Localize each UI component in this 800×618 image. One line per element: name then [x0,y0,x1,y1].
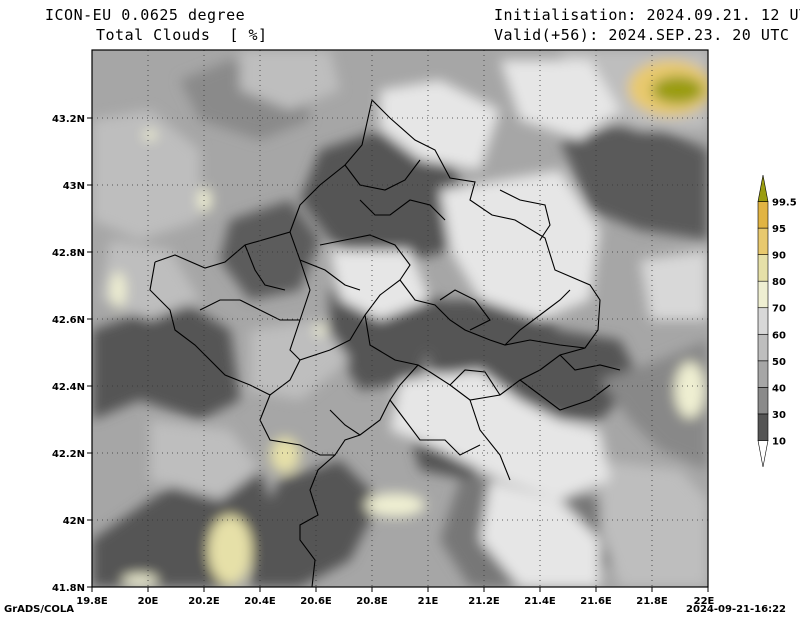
footer-right: 2024-09-21-16:22 [686,604,786,615]
y-tick-label: 42N [63,516,85,527]
y-tick-label: 42.2N [52,449,85,460]
field-title: Total Clouds [ %] [96,26,268,44]
colorbar-label: 10 [772,436,786,447]
x-tick-label: 19.8E [76,596,108,607]
colorbar-swatch [757,360,769,388]
colorbar-swatch [757,227,769,255]
colorbar-label: 99.5 [772,198,797,209]
x-tick-label: 21.8E [636,596,668,607]
colorbar-label: 80 [772,277,786,288]
x-tick-label: 20.6E [300,596,332,607]
y-tick-label: 42.6N [52,315,85,326]
x-tick-label: 21.6E [580,596,612,607]
x-tick-label: 20E [138,596,159,607]
colorbar-label: 50 [772,357,786,368]
tick-marks [87,117,709,592]
y-tick-label: 43N [63,181,85,192]
colorbar-swatch [757,280,769,309]
y-tick-label: 41.8N [52,583,85,594]
x-tick-label: 20.4E [244,596,276,607]
x-tick-label: 21.4E [524,596,556,607]
country-borders [149,98,621,587]
x-tick-label: 20.8E [356,596,388,607]
y-tick-label: 42.4N [52,382,85,393]
model-title: ICON-EU 0.0625 degree [45,6,246,24]
cloud-field [92,50,708,587]
colorbar: 10 30 40 50 60 70 80 90 95 99.5 [757,174,797,468]
colorbar-swatch [757,440,769,468]
colorbar-swatch [757,201,769,229]
colorbar-label: 60 [772,330,786,341]
colorbar-label: 40 [772,383,786,394]
colorbar-swatch [757,254,769,282]
colorbar-swatch [757,174,769,202]
colorbar-label: 30 [772,410,786,421]
footer-left: GrADS/COLA [4,604,74,615]
colorbar-label: 70 [772,304,786,315]
colorbar-label: 95 [772,224,786,235]
colorbar-swatch [757,333,769,362]
y-tick-label: 43.2N [52,114,85,125]
x-tick-label: 20.2E [188,596,220,607]
colorbar-swatch [757,307,769,335]
colorbar-label: 90 [772,251,786,262]
valid-time: Valid(+56): 2024.SEP.23. 20 UTC [494,26,790,44]
init-time: Initialisation: 2024.09.21. 12 UTC [494,6,800,24]
x-tick-label: 22E [694,596,715,607]
y-tick-label: 42.8N [52,248,85,259]
x-tick-label: 21.2E [468,596,500,607]
x-tick-label: 21E [418,596,439,607]
colorbar-swatch [757,413,769,441]
colorbar-swatch [757,387,769,415]
